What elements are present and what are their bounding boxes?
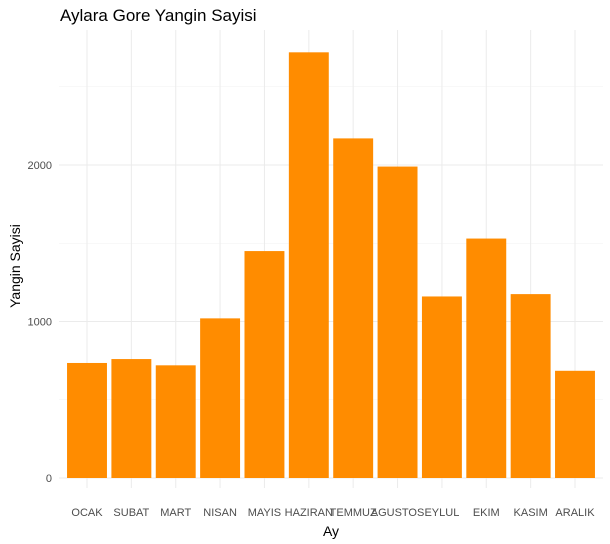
bar-aralik [555, 370, 595, 478]
y-axis-title: Yangin Sayisi [7, 224, 23, 308]
x-tick-label: TEMMUZ [330, 507, 377, 519]
bar-subat [111, 359, 152, 478]
bar-kasim [510, 294, 551, 478]
x-tick-label: MART [160, 507, 191, 519]
bar-ekim [466, 238, 507, 478]
bar-mayis [244, 251, 285, 478]
y-axis-ticks: 0 1000 2000 [28, 160, 52, 485]
x-tick-label: EKIM [473, 507, 500, 519]
x-tick-label: ARALIK [555, 507, 595, 519]
bar-eylul [421, 296, 462, 478]
x-tick-label: SUBAT [113, 507, 149, 519]
y-tick-label: 2000 [28, 160, 52, 172]
bars [67, 52, 595, 478]
bar-ocak [67, 362, 107, 478]
bar-agustos [377, 166, 418, 478]
x-tick-label: MAYIS [248, 507, 281, 519]
x-tick-label: NISAN [203, 507, 237, 519]
chart-title: Aylara Gore Yangin Sayisi [60, 6, 257, 25]
x-tick-label: HAZIRAN [285, 507, 333, 519]
bar-temmuz [333, 138, 374, 478]
x-tick-label: EYLUL [424, 507, 459, 519]
bar-haziran [288, 52, 329, 478]
x-tick-label: AGUSTOS [371, 507, 425, 519]
bar-mart [155, 365, 196, 478]
x-tick-label: KASIM [514, 507, 548, 519]
y-tick-label: 0 [46, 473, 52, 485]
x-tick-label: OCAK [71, 507, 103, 519]
x-axis-title: Ay [323, 523, 339, 539]
bar-nisan [200, 318, 241, 478]
x-axis-ticks: OCAK SUBAT MART NISAN MAYIS HAZIRANTEMMUZAGUS… [71, 507, 595, 519]
y-tick-label: 1000 [28, 317, 52, 329]
